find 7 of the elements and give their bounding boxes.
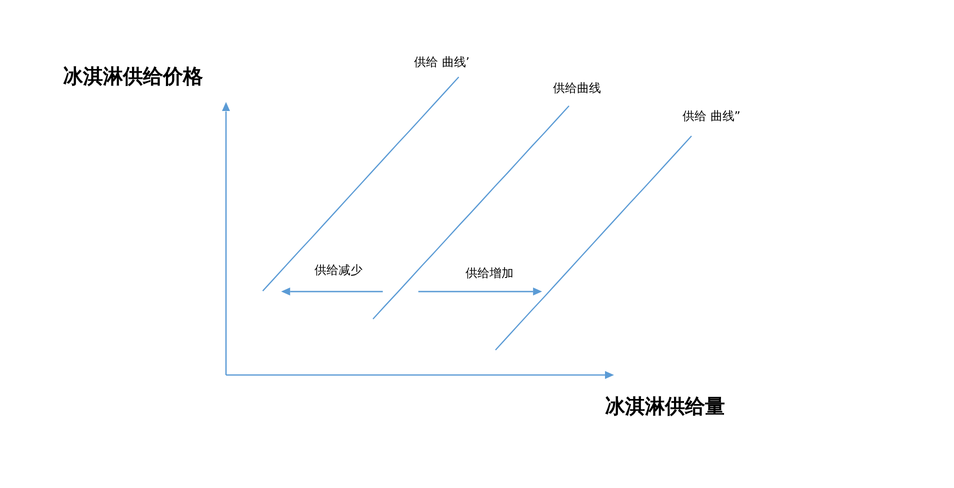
x-axis-title: 冰淇淋供给量 [605, 394, 725, 418]
annotation: 供给减少 [314, 262, 363, 277]
series-label: 供给曲线 [553, 81, 601, 96]
series-label: 供给 曲线’ [414, 55, 470, 70]
annotation: 供给增加 [465, 266, 514, 280]
y-axis-title: 冰淇淋供给价格 [63, 64, 204, 88]
series-label: 供给 曲线” [682, 109, 741, 124]
